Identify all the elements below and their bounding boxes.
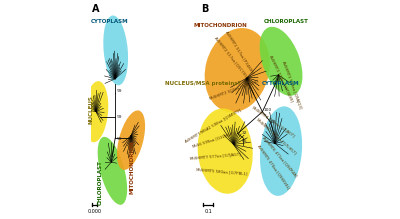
Text: AtSHMT1 517aa [P34899]: AtSHMT1 517aa [P34899] bbox=[224, 30, 254, 75]
Text: 26: 26 bbox=[271, 120, 276, 124]
Text: CYTOPLASM: CYTOPLASM bbox=[90, 19, 128, 24]
Ellipse shape bbox=[103, 16, 128, 85]
Text: 99: 99 bbox=[116, 89, 122, 93]
Text: MtSHMT5 580aa [G7PBL1]: MtSHMT5 580aa [G7PBL1] bbox=[196, 168, 248, 176]
Text: MtS6 599aa [G3LM59]: MtS6 599aa [G3LM59] bbox=[192, 132, 234, 149]
Text: MITOCHONDRION: MITOCHONDRION bbox=[130, 141, 135, 194]
Text: MtSHMT5 471aa [G7LH57]: MtSHMT5 471aa [G7LH57] bbox=[256, 117, 297, 155]
Text: NUCLEUS: NUCLEUS bbox=[88, 95, 94, 124]
Text: A: A bbox=[92, 4, 99, 14]
Text: MtSHMT7 577aa [G7JAG7]: MtSHMT7 577aa [G7JAG7] bbox=[190, 152, 241, 161]
Text: 0.000: 0.000 bbox=[88, 209, 102, 214]
Text: AtSHMT7/MSA1 598aa [Q9M9Y9]: AtSHMT7/MSA1 598aa [Q9M9Y9] bbox=[184, 108, 242, 144]
Text: AtSHMT6 471aa [Q9ZR4A]: AtSHMT6 471aa [Q9ZR4A] bbox=[262, 136, 298, 178]
Text: CHLOROPLAST: CHLOROPLAST bbox=[98, 161, 103, 205]
Text: 99: 99 bbox=[116, 115, 122, 119]
Text: MITOCHONDRION: MITOCHONDRION bbox=[194, 23, 248, 28]
Text: MtSHMT4 471aa [G7JA07]: MtSHMT4 471aa [G7JA07] bbox=[252, 105, 295, 138]
Text: 0.1: 0.1 bbox=[204, 209, 212, 214]
Text: AtSHMT2 517aa [Q9C7X5]: AtSHMT2 517aa [Q9C7X5] bbox=[213, 35, 248, 78]
Text: AtSHMT3 534aa [G7S689]: AtSHMT3 534aa [G7S689] bbox=[268, 55, 294, 103]
Ellipse shape bbox=[205, 28, 270, 112]
Text: 55: 55 bbox=[242, 139, 247, 143]
Text: AtSHMT3 529aa [Q9AJQ3]: AtSHMT3 529aa [Q9AJQ3] bbox=[282, 61, 302, 110]
Ellipse shape bbox=[98, 137, 127, 205]
Ellipse shape bbox=[260, 106, 302, 196]
Text: AtSHMT5 470aa [Q9SSV4L]: AtSHMT5 470aa [Q9SSV4L] bbox=[256, 143, 290, 189]
Ellipse shape bbox=[260, 27, 302, 96]
Text: 100: 100 bbox=[264, 108, 272, 112]
Text: MtSHMT2 507aa [GTK524]: MtSHMT2 507aa [GTK524] bbox=[209, 79, 259, 101]
Text: 99: 99 bbox=[116, 137, 122, 141]
Text: 32: 32 bbox=[242, 131, 247, 135]
Text: B: B bbox=[201, 4, 208, 14]
Text: CHLOROPLAST: CHLOROPLAST bbox=[264, 19, 309, 24]
Ellipse shape bbox=[84, 81, 108, 142]
Text: NUCLEUS/MSA proteins?: NUCLEUS/MSA proteins? bbox=[166, 81, 241, 86]
Text: CYTOPLASM: CYTOPLASM bbox=[262, 81, 300, 86]
Ellipse shape bbox=[198, 108, 253, 194]
Ellipse shape bbox=[117, 110, 145, 170]
